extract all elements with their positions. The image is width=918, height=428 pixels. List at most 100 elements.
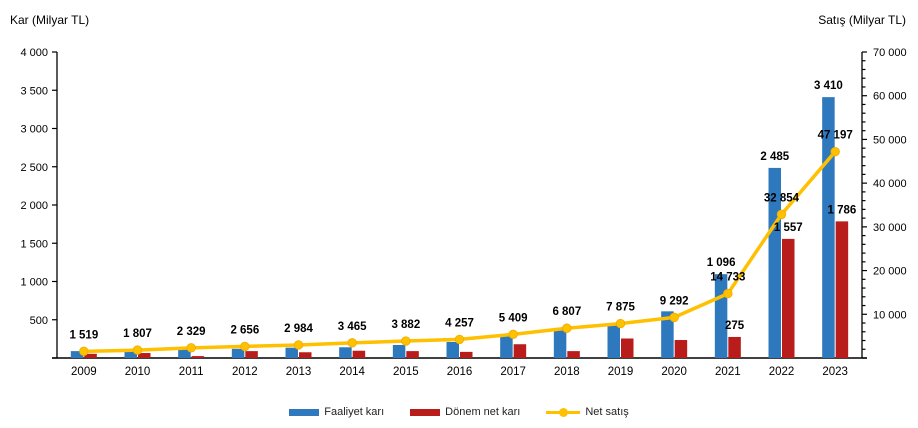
left-axis-tick-label: 3 000	[20, 124, 48, 136]
legend-label: Faaliyet karı	[324, 406, 385, 418]
line-marker	[830, 146, 840, 157]
left-axis-tick-label: 2 500	[20, 162, 48, 174]
bar-donem-net-kari	[782, 238, 795, 358]
legend: Faaliyet karı Dönem net karı Net satış	[0, 402, 918, 422]
legend-line-swatch	[546, 406, 581, 418]
line-marker	[132, 345, 143, 355]
line-data-label: 3 882	[391, 319, 420, 331]
left-axis-tick-label: 3 500	[20, 85, 48, 97]
line-marker	[401, 336, 411, 346]
line-marker	[454, 334, 465, 345]
line-data-label: 32 854	[764, 192, 800, 204]
bar-donem-net-kari	[245, 351, 258, 358]
line-marker	[723, 288, 733, 299]
bar-donem-net-kari	[513, 344, 527, 358]
line-data-label: 4 257	[445, 317, 474, 329]
legend-label: Dönem net karı	[445, 406, 521, 418]
x-axis-year-label: 2009	[71, 366, 97, 378]
legend-bar-swatch	[410, 408, 441, 416]
bar-donem-net-kari	[728, 336, 741, 358]
bar-faaliyet-kari	[178, 349, 191, 358]
bar-faaliyet-kari	[231, 348, 245, 358]
line-marker	[615, 318, 626, 329]
bar-data-label: 275	[725, 320, 745, 332]
left-axis-tick-label: 1 000	[20, 277, 48, 289]
line-data-label: 2 329	[177, 326, 206, 338]
line-marker	[347, 338, 357, 348]
right-axis-title: Satış (Milyar TL)	[818, 13, 906, 27]
bar-donem-net-kari	[84, 353, 97, 358]
line-data-label: 9 292	[660, 295, 689, 307]
x-axis-year-label: 2017	[500, 366, 526, 378]
x-axis-year-label: 2023	[822, 366, 848, 378]
bar-data-label: 1 557	[774, 222, 803, 234]
right-axis-tick-label: 10 000	[873, 309, 907, 321]
x-axis-year-label: 2015	[393, 366, 419, 378]
right-axis-tick-label: 60 000	[873, 91, 907, 103]
left-axis-tick-label: 500	[30, 315, 48, 327]
bar-faaliyet-kari	[124, 349, 137, 358]
x-axis-year-label: 2019	[608, 366, 634, 378]
x-axis-year-label: 2011	[179, 366, 204, 378]
legend-item-d-nem-net-kar-: Dönem net karı	[410, 406, 520, 418]
x-axis-year-label: 2022	[769, 366, 795, 378]
legend-item-net-sat-: Net satış	[546, 406, 629, 418]
bar-faaliyet-kari	[661, 311, 674, 358]
bar-data-label: 1 096	[707, 257, 736, 269]
line-marker	[669, 312, 679, 323]
x-axis-year-label: 2012	[232, 366, 258, 378]
bar-donem-net-kari	[352, 350, 366, 358]
line-data-label: 2 656	[230, 324, 259, 336]
right-axis-tick-label: 20 000	[873, 266, 907, 278]
bar-donem-net-kari	[299, 352, 312, 358]
left-axis-tick-label: 4 000	[20, 47, 48, 59]
bar-donem-net-kari	[621, 338, 634, 358]
x-axis-year-label: 2010	[125, 366, 151, 378]
bar-faaliyet-kari	[70, 351, 84, 358]
right-axis-tick-label: 50 000	[873, 134, 907, 146]
line-marker	[562, 323, 572, 333]
line-data-label: 47 197	[818, 130, 853, 142]
line-marker	[240, 341, 250, 352]
bar-donem-net-kari	[674, 340, 688, 358]
bar-faaliyet-kari	[392, 344, 406, 358]
line-marker	[186, 343, 196, 353]
bar-faaliyet-kari	[714, 274, 728, 358]
legend-bar-swatch	[289, 408, 320, 416]
bar-donem-net-kari	[460, 351, 473, 358]
bar-faaliyet-kari	[607, 325, 620, 358]
bar-data-label: 3 410	[814, 80, 843, 92]
legend-item-faaliyet-kar-: Faaliyet karı	[289, 406, 384, 418]
line-data-label: 1 519	[69, 329, 98, 341]
bar-faaliyet-kari	[500, 335, 513, 358]
line-data-label: 14 733	[710, 272, 745, 284]
bar-faaliyet-kari	[285, 347, 298, 358]
line-data-label: 5 409	[499, 312, 528, 324]
x-axis-year-label: 2020	[661, 366, 687, 378]
chart-plot: 500 1 000 1 500 2 000 2 500 3 000 3 500 4 000 10…	[20, 47, 907, 378]
bar-data-label: 1 786	[828, 204, 857, 216]
bar-donem-net-kari	[835, 221, 849, 358]
line-data-label: 7 875	[606, 302, 635, 314]
left-axis-tick-label: 1 500	[20, 238, 48, 250]
x-axis-year-label: 2014	[339, 366, 365, 378]
line-marker	[508, 329, 518, 340]
line-data-label: 1 807	[123, 328, 152, 340]
line-marker	[293, 340, 304, 350]
bar-data-label: 2 485	[760, 151, 789, 163]
line-marker	[776, 209, 787, 220]
line-data-label: 3 465	[338, 321, 367, 333]
bar-donem-net-kari	[138, 353, 151, 358]
left-axis-tick-label: 2 000	[20, 200, 48, 212]
x-axis-year-label: 2021	[715, 366, 741, 378]
x-axis-year-label: 2016	[447, 366, 473, 378]
line-marker	[79, 346, 89, 357]
bar-faaliyet-kari	[446, 341, 459, 358]
x-axis-year-label: 2018	[554, 366, 580, 378]
bar-donem-net-kari	[406, 351, 419, 358]
bar-donem-net-kari	[191, 356, 205, 358]
line-data-label: 2 984	[284, 323, 313, 335]
right-axis-tick-label: 40 000	[873, 178, 907, 190]
right-axis-tick-label: 30 000	[873, 222, 907, 234]
